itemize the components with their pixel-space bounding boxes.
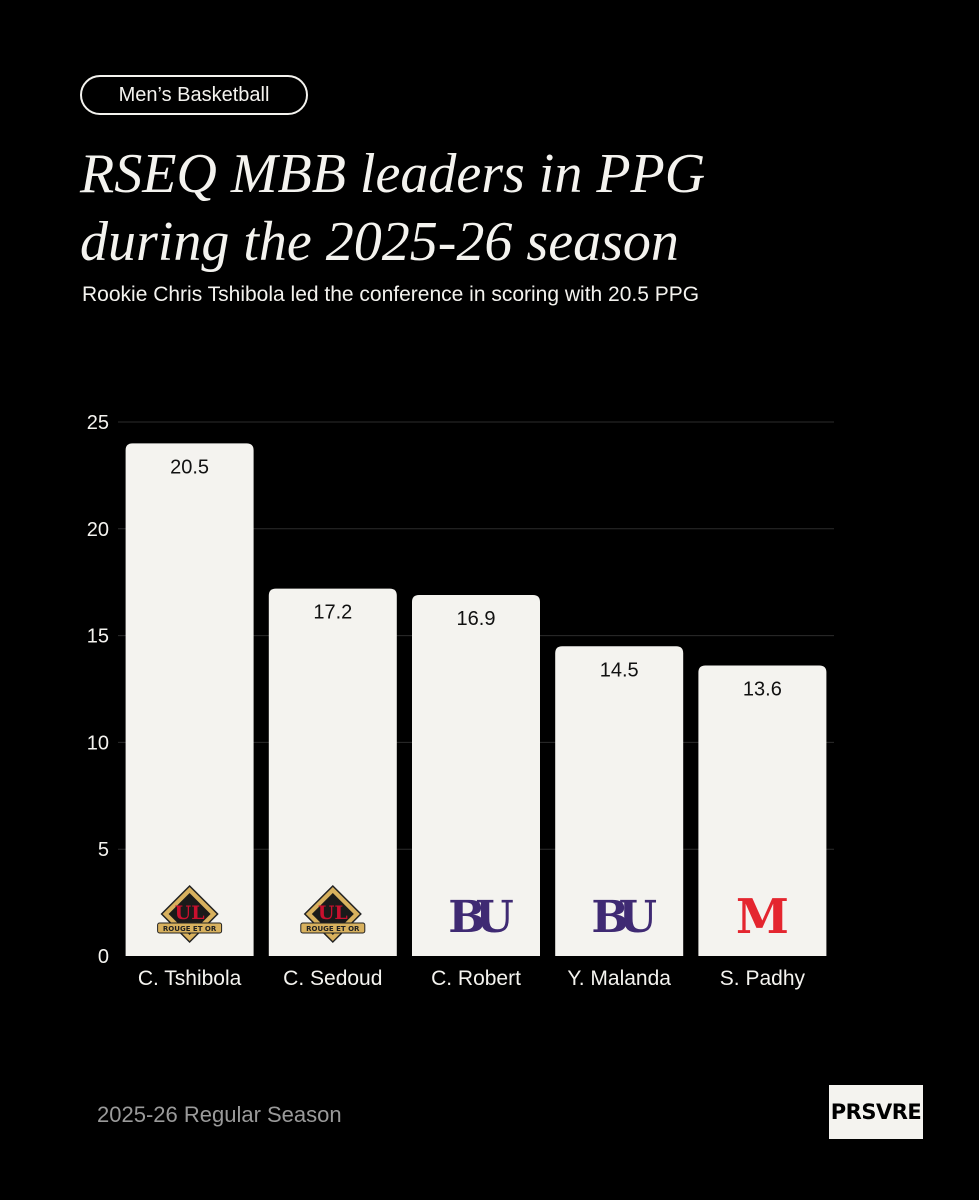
bar-c-robert — [412, 595, 540, 956]
x-category-label: C. Tshibola — [138, 967, 242, 990]
page-title-line-1: RSEQ MBB leaders in PPG — [80, 143, 706, 205]
bu-logo-icon: BU — [591, 892, 666, 943]
bar-value-label: 17.2 — [313, 602, 352, 624]
x-category-label: C. Sedoud — [283, 967, 382, 990]
prsvre-logo-text: PRSVRE — [830, 1100, 922, 1124]
m-logo-icon: M — [736, 889, 789, 945]
y-tick-label: 20 — [87, 519, 109, 541]
y-tick-label: 25 — [87, 412, 109, 434]
bar-value-label: 13.6 — [743, 679, 782, 701]
x-category-label: C. Robert — [431, 967, 521, 990]
bar-c-tshibola — [125, 443, 254, 956]
page-subtitle: Rookie Chris Tshibola led the conference… — [82, 283, 700, 306]
bar-y-malanda — [555, 646, 684, 956]
ul-banner-shape — [157, 922, 223, 934]
y-tick-label: 10 — [87, 732, 109, 754]
ul-logo-letters: UL — [175, 902, 205, 924]
ul-banner-shape — [300, 922, 366, 934]
category-tag: Men’s Basketball — [80, 75, 308, 115]
x-category-label: Y. Malanda — [567, 967, 671, 990]
bu-logo-letters: BU — [591, 892, 656, 943]
bar-c-sedoud — [268, 588, 397, 956]
ul-banner-text: ROUGE ET OR — [306, 925, 360, 933]
bu-logo-icon: BU — [448, 892, 523, 943]
ul-banner-text: ROUGE ET OR — [163, 925, 217, 933]
bar-value-label: 14.5 — [600, 659, 639, 681]
bar-s-padhy — [698, 665, 827, 956]
y-tick-label: 15 — [87, 626, 109, 648]
footer-season-note: 2025-26 Regular Season — [97, 1102, 342, 1127]
category-tag-label: Men’s Basketball — [118, 83, 270, 106]
y-tick-label: 0 — [98, 946, 109, 968]
page-title-line-2: during the 2025-26 season — [80, 211, 679, 273]
prsvre-logo: PRSVRE — [829, 1085, 923, 1139]
m-logo-letter: M — [736, 889, 789, 945]
y-tick-label: 5 — [98, 839, 109, 861]
bar-value-label: 20.5 — [170, 456, 209, 478]
x-category-label: S. Padhy — [720, 967, 806, 990]
bar-value-label: 16.9 — [457, 608, 496, 630]
bu-logo-letters: BU — [448, 892, 513, 943]
ul-logo-letters: UL — [318, 902, 348, 924]
page-title: RSEQ MBB leaders in PPG during the 2025-… — [80, 140, 940, 276]
